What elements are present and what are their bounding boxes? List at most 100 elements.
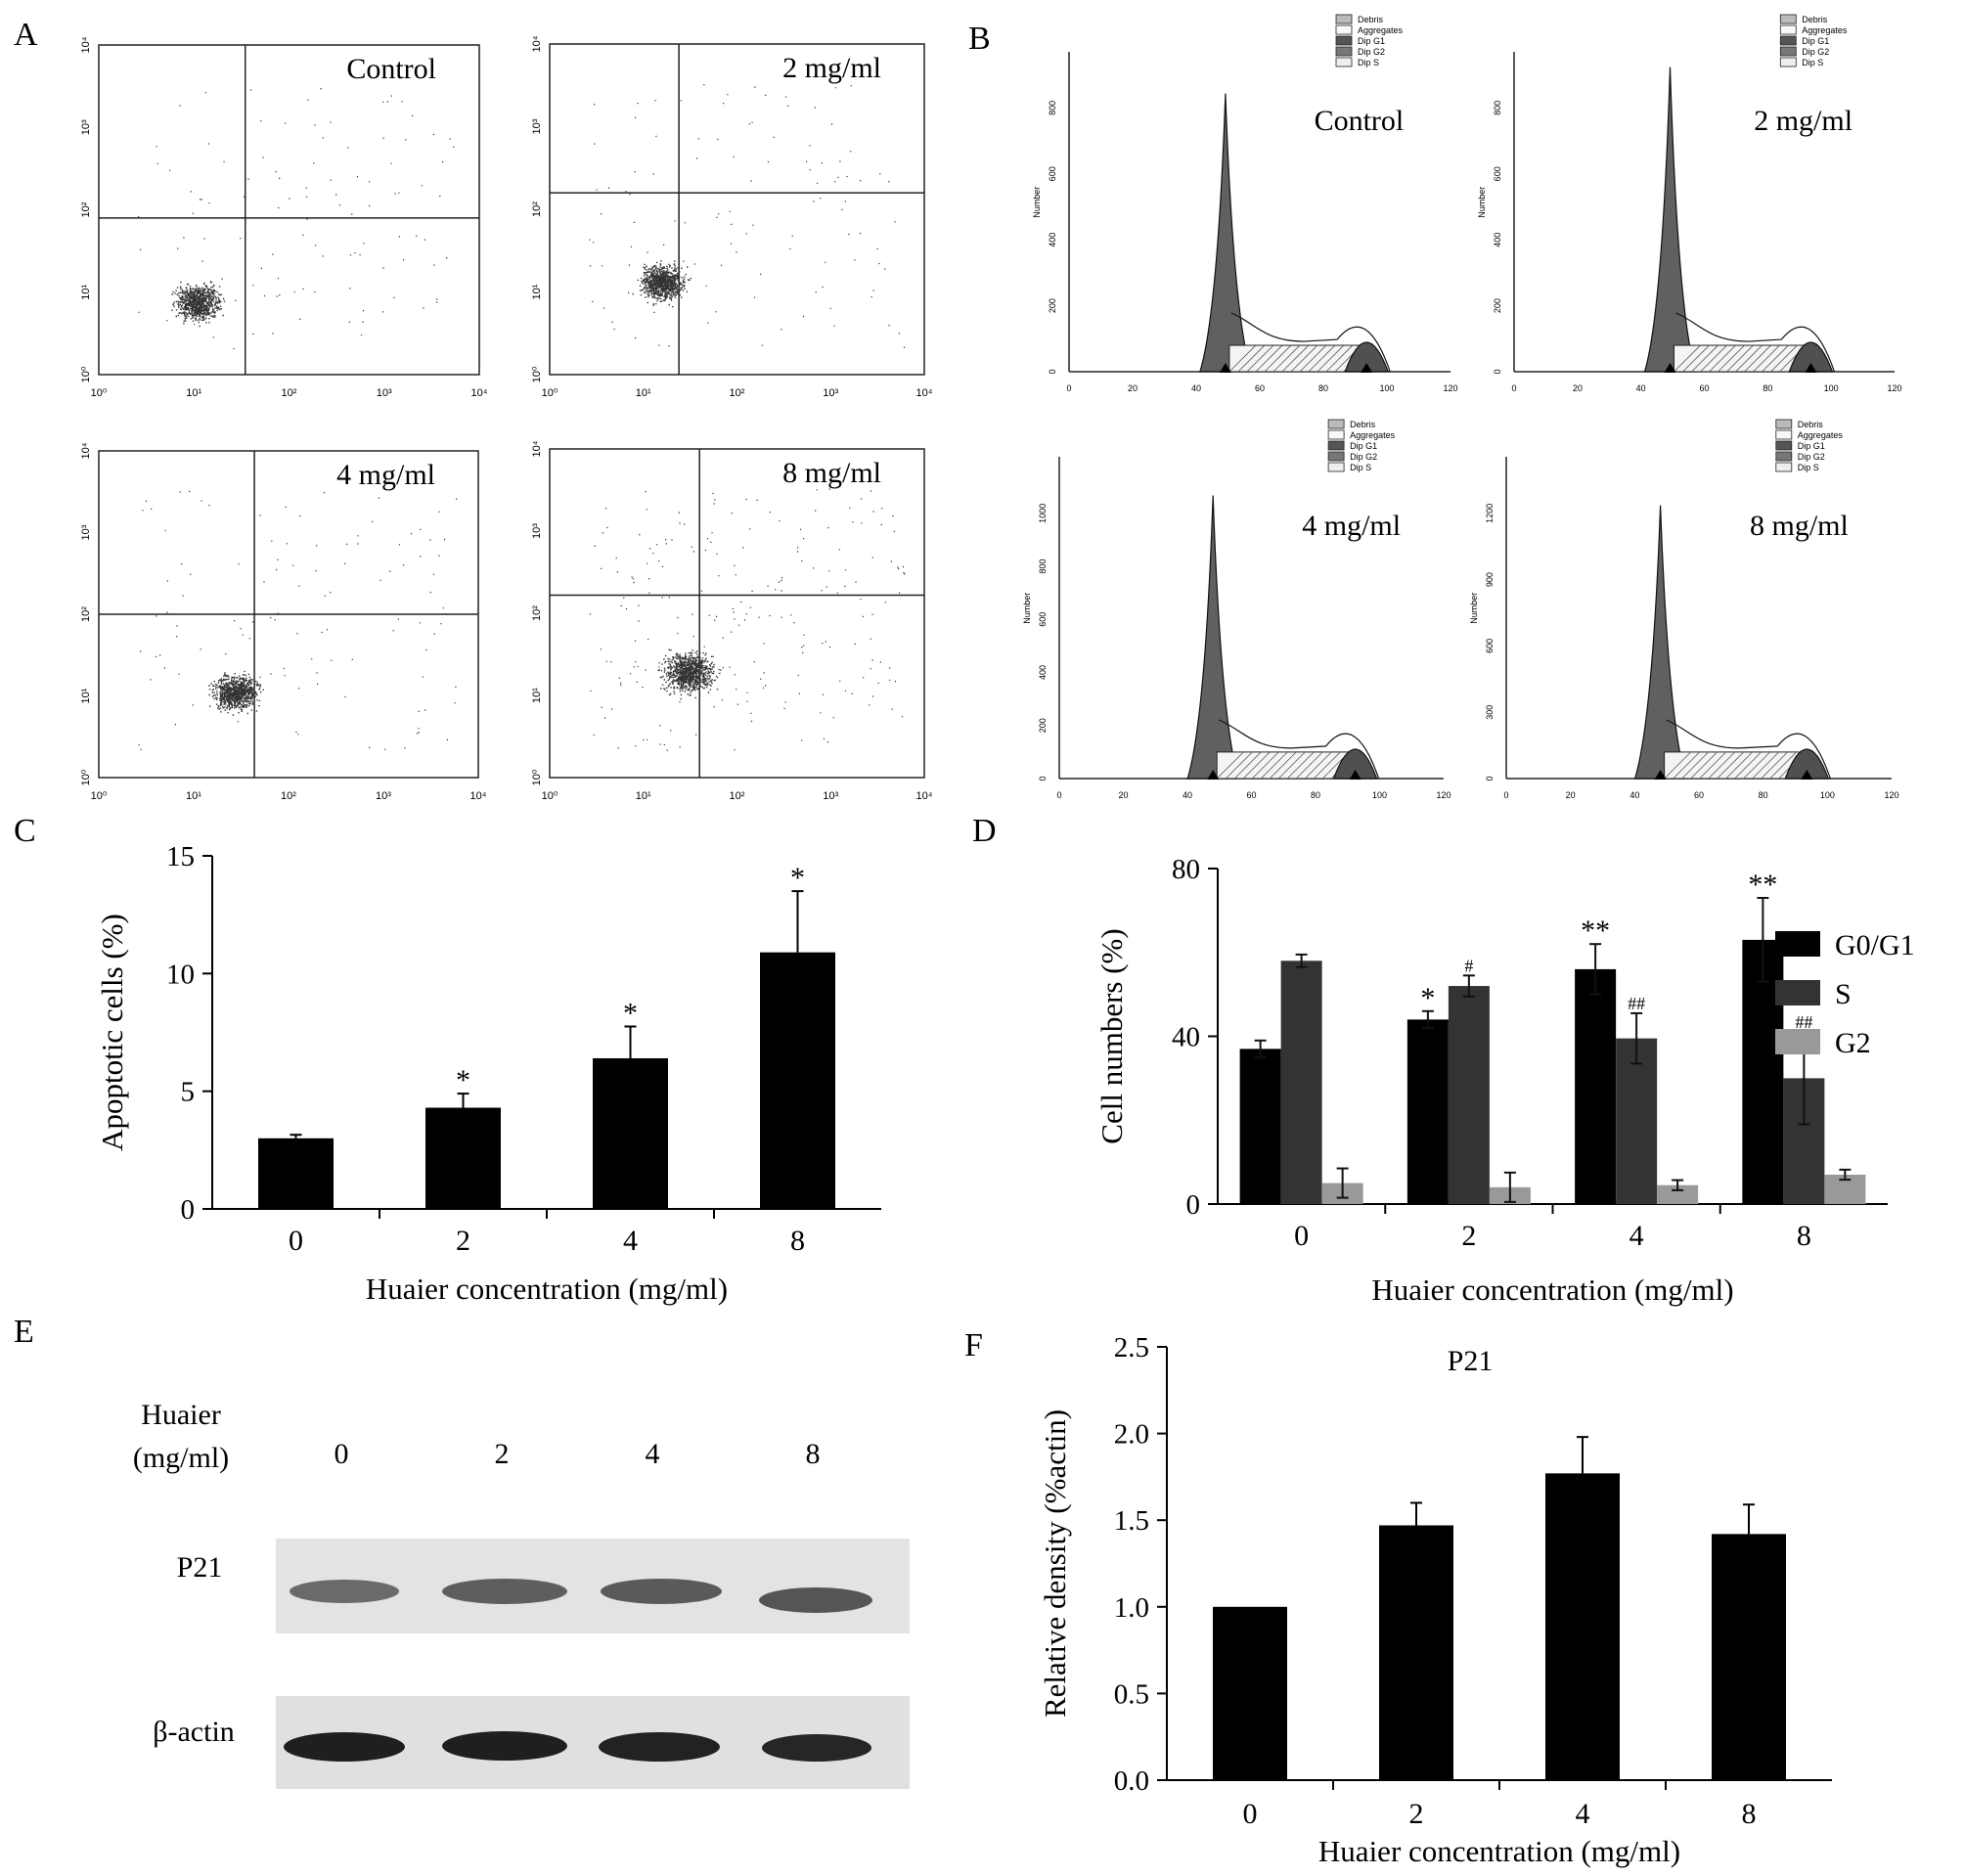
legend-label: Dip G2	[1350, 452, 1377, 462]
dip-g2-peak	[1332, 748, 1378, 780]
y-tick-label: 10¹	[80, 284, 92, 299]
legend-swatch	[1335, 46, 1353, 57]
peak-marker	[1361, 363, 1373, 373]
legend-label: G0/G1	[1835, 929, 1915, 961]
histogram-y-label: Number	[1032, 187, 1042, 218]
blot-lane-label: 0	[335, 1438, 349, 1470]
x-tick-label: 10¹	[636, 790, 651, 802]
y-tick-label: 10³	[531, 118, 543, 134]
x-tick-label: 20	[1118, 790, 1128, 800]
y-tick-label: 10⁰	[531, 769, 543, 785]
significance-marker: *	[456, 1064, 470, 1096]
y-tick-label: 10⁰	[80, 769, 92, 785]
significance-marker: ##	[1628, 994, 1645, 1013]
blot-band-actin	[762, 1734, 871, 1762]
bar	[258, 1138, 334, 1209]
y-tick-label: 10³	[80, 524, 92, 540]
peak-marker	[1349, 770, 1361, 780]
x-tick-label: 0	[1056, 790, 1061, 800]
histogram-envelope	[1230, 312, 1391, 373]
blot-band-p21	[290, 1580, 399, 1603]
y-tick-label: 800	[1048, 101, 1057, 115]
x-tick-label: 2	[456, 1225, 470, 1257]
y-tick-label: 200	[1038, 718, 1048, 733]
legend-label: Dip G2	[1358, 47, 1385, 57]
x-tick-label: 120	[1436, 790, 1451, 800]
peak-marker	[1805, 363, 1817, 373]
x-tick-label: 10⁰	[91, 790, 108, 802]
legend-label: Dip G1	[1358, 36, 1385, 46]
x-tick-label: 80	[1318, 383, 1328, 393]
y-tick-label: 800	[1038, 559, 1048, 574]
x-tick-label: 10¹	[186, 790, 201, 802]
y-tick-label: 1.5	[1114, 1505, 1149, 1537]
y-tick-label: 5	[181, 1077, 196, 1108]
x-tick-label: 10³	[823, 387, 838, 399]
bar	[425, 1107, 501, 1209]
y-tick-label: 15	[166, 841, 195, 872]
x-axis-label: Huaier concentration (mg/ml)	[1371, 1273, 1733, 1307]
legend-label: Dip G1	[1798, 441, 1825, 451]
blot-lane-label: 4	[646, 1438, 660, 1470]
x-tick-label: 80	[1763, 383, 1772, 393]
x-tick-label: 60	[1699, 383, 1709, 393]
x-tick-label: 100	[1372, 790, 1387, 800]
peak-marker	[1207, 770, 1220, 780]
y-tick-label: 0.5	[1114, 1678, 1149, 1710]
significance-marker: *	[1420, 982, 1435, 1014]
x-tick-label: 2	[1409, 1798, 1424, 1830]
blot-band-p21	[759, 1587, 872, 1613]
x-tick-label: 4	[1576, 1798, 1590, 1830]
x-tick-label: 20	[1566, 790, 1576, 800]
blot-lane-label: 8	[806, 1438, 821, 1470]
x-tick-label: 40	[1636, 383, 1646, 393]
x-tick-label: 0	[1243, 1798, 1258, 1830]
legend-label: Debris	[1798, 420, 1824, 429]
y-tick-label: 1.0	[1114, 1592, 1149, 1624]
legend-swatch	[1327, 462, 1345, 472]
panel-letter-f: F	[964, 1327, 983, 1363]
legend-label: Dip G2	[1802, 47, 1829, 57]
legend-label: Dip S	[1350, 463, 1371, 472]
legend-swatch	[1775, 440, 1793, 451]
bar	[1280, 960, 1322, 1204]
legend-swatch	[1327, 429, 1345, 440]
scatter-events	[138, 490, 458, 750]
dip-g1-peak	[1643, 67, 1697, 373]
legend-label: Dip G2	[1798, 452, 1825, 462]
x-tick-label: 100	[1379, 383, 1394, 393]
legend-swatch	[1779, 35, 1797, 46]
x-tick-label: 20	[1128, 383, 1138, 393]
dip-g1-peak	[1199, 93, 1252, 373]
scatter-plot-frame	[98, 44, 480, 376]
x-tick-label: 120	[1887, 383, 1901, 393]
histogram-envelope	[1218, 719, 1380, 780]
scatter-events	[589, 84, 906, 348]
x-tick-label: 10²	[730, 387, 745, 399]
legend-swatch	[1779, 14, 1797, 24]
x-tick-label: 10²	[282, 387, 297, 399]
y-tick-label: 10¹	[80, 688, 92, 703]
blot-band-p21	[601, 1579, 722, 1604]
y-tick-label: 0	[1048, 369, 1057, 374]
y-tick-label: 10⁴	[80, 442, 92, 459]
legend-label: Debris	[1358, 15, 1384, 24]
dip-g1-peak	[1633, 505, 1687, 780]
histogram-panel-title: 4 mg/ml	[1302, 510, 1401, 542]
y-tick-label: 10¹	[531, 284, 543, 299]
y-tick-label: 0	[1038, 776, 1048, 781]
legend-label: Aggregates	[1358, 25, 1404, 35]
y-tick-label: 0	[1186, 1189, 1201, 1221]
blot-lane-label: 2	[495, 1438, 510, 1470]
bar	[1657, 1184, 1699, 1204]
y-tick-label: 10³	[80, 119, 92, 135]
bar	[1406, 1019, 1449, 1204]
y-tick-label: 10²	[531, 605, 543, 621]
y-tick-label: 200	[1048, 298, 1057, 313]
scatter-panel-title: 8 mg/ml	[782, 457, 881, 489]
x-tick-label: 10¹	[186, 387, 201, 399]
y-tick-label: 10²	[80, 201, 92, 217]
blot-row-label-p21: P21	[177, 1551, 223, 1584]
y-tick-label: 0	[1485, 776, 1495, 781]
legend-swatch	[1335, 57, 1353, 67]
